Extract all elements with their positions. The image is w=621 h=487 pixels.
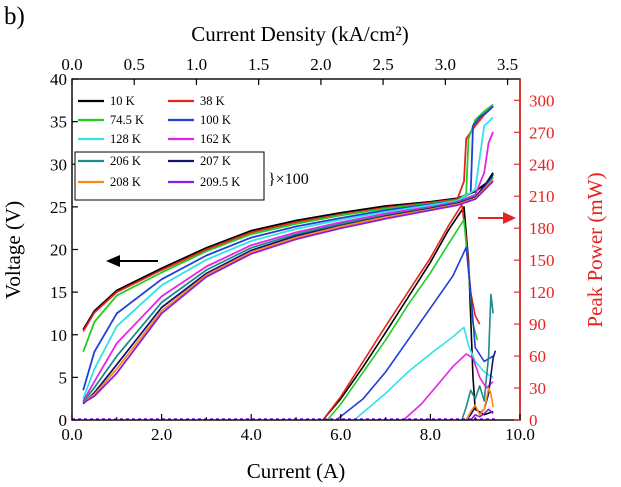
legend-label-7: 207 K xyxy=(200,154,231,168)
power-line-0 xyxy=(322,206,494,421)
y2-tick-label: 30 xyxy=(529,379,546,398)
voltage-line-5 xyxy=(82,131,494,402)
y-tick-label: 35 xyxy=(50,113,67,132)
power-line-3 xyxy=(335,246,494,421)
power-line-6 xyxy=(461,293,494,421)
axis-layer: 0.0 2.0 4.0 6.0 8.0 10.0 0.0 0.5 1.0 1.5 2.0 2.5 3.0… xyxy=(50,55,555,444)
power-line-7 xyxy=(465,350,497,421)
power-line-1 xyxy=(322,203,481,421)
legend-label-8: 208 K xyxy=(110,175,141,189)
panel-label: b) xyxy=(4,3,25,30)
power-line-8 xyxy=(465,387,494,421)
series-layer xyxy=(72,103,498,421)
y2-tick-label: 120 xyxy=(529,283,555,302)
power-line-5 xyxy=(402,353,494,421)
power-line-2 xyxy=(326,218,479,421)
x2-tick-label: 2.5 xyxy=(372,55,393,74)
power-line-9 xyxy=(470,408,494,421)
power-line-4 xyxy=(353,326,494,421)
legend: }×100 10 K 38 K 74.5 K 100 K 128 K 162 K 206 K… xyxy=(74,94,309,201)
x-tick-label: 2.0 xyxy=(151,425,172,444)
x2-tick-label: 1.5 xyxy=(248,55,269,74)
y2-tick-label: 270 xyxy=(529,123,555,142)
x2-tick-label: 0.0 xyxy=(61,55,82,74)
y-tick-label: 40 xyxy=(50,70,67,89)
y2-tick-label: 60 xyxy=(529,347,546,366)
x2-tick-label: 3.0 xyxy=(435,55,456,74)
y2-axis-title: Peak Power (mW) xyxy=(583,172,607,327)
x2-tick-label: 2.0 xyxy=(310,55,331,74)
y2-tick-label: 90 xyxy=(529,315,546,334)
voltage-line-4 xyxy=(82,116,494,400)
y-tick-label: 10 xyxy=(50,326,67,345)
x2-tick-label: 3.5 xyxy=(497,55,518,74)
y2-tick-label: 240 xyxy=(529,155,555,174)
y2-tick-label: 210 xyxy=(529,187,555,206)
y-tick-label: 15 xyxy=(50,283,67,302)
y-tick-label: 30 xyxy=(50,155,67,174)
left-arrow xyxy=(106,255,158,267)
x-tick-label: 6.0 xyxy=(330,425,351,444)
voltage-line-1 xyxy=(82,105,494,332)
legend-label-1: 38 K xyxy=(200,94,225,108)
x-tick-label: 8.0 xyxy=(420,425,441,444)
legend-label-5: 162 K xyxy=(200,132,231,146)
x-tick-label: 4.0 xyxy=(241,425,262,444)
y-tick-label: 25 xyxy=(50,198,67,217)
legend-label-9: 209.5 K xyxy=(200,175,240,189)
voltage-line-3 xyxy=(82,105,494,391)
x-tick-label: 0.0 xyxy=(61,425,82,444)
x-tick-label: 10.0 xyxy=(505,425,535,444)
x2-axis-title: Current Density (kA/cm²) xyxy=(191,22,408,46)
voltage-line-9 xyxy=(82,180,494,404)
right-arrow xyxy=(478,212,516,224)
legend-label-2: 74.5 K xyxy=(110,113,144,127)
legend-label-6: 206 K xyxy=(110,154,141,168)
plot-frame xyxy=(71,78,521,421)
x2-tick-label: 1.0 xyxy=(186,55,207,74)
x2-tick-label: 0.5 xyxy=(124,55,145,74)
x-axis-title: Current (A) xyxy=(247,459,346,483)
legend-annotation: }×100 xyxy=(268,171,309,188)
y-tick-label: 0 xyxy=(59,411,68,430)
y2-tick-label: 300 xyxy=(529,91,555,110)
y-axis-title: Voltage (V) xyxy=(1,201,25,299)
y-tick-label: 5 xyxy=(59,368,68,387)
legend-group-box xyxy=(74,151,265,201)
voltage-line-2 xyxy=(82,103,494,353)
legend-label-0: 10 K xyxy=(110,94,135,108)
y2-tick-label: 0 xyxy=(529,411,538,430)
legend-label-4: 128 K xyxy=(110,132,141,146)
y-tick-label: 20 xyxy=(50,241,67,260)
legend-label-3: 100 K xyxy=(200,113,231,127)
y2-tick-label: 180 xyxy=(529,219,555,238)
y2-tick-label: 150 xyxy=(529,251,555,270)
